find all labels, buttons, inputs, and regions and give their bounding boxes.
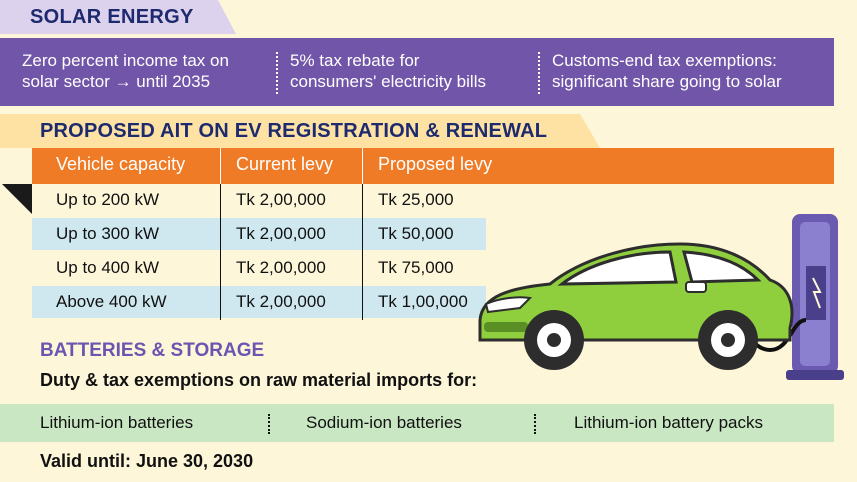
cell-proposed: Tk 50,000 — [378, 224, 454, 243]
divider — [534, 414, 536, 434]
battery-item-lithium-ion-packs: Lithium-ion battery packs — [574, 413, 763, 432]
divider — [268, 414, 270, 434]
cell-current: Tk 2,00,000 — [236, 258, 326, 277]
cell-capacity: Up to 300 kW — [56, 224, 159, 243]
cell-capacity: Up to 200 kW — [56, 190, 159, 209]
cell-current: Tk 2,00,000 — [236, 190, 326, 209]
battery-item-sodium-ion: Sodium-ion batteries — [306, 413, 462, 432]
header-proposed-levy: Proposed levy — [378, 154, 493, 174]
ev-car-illustration — [478, 214, 844, 380]
cell-current: Tk 2,00,000 — [236, 224, 326, 243]
solar-point-customs: Customs-end tax exemptions: significant … — [552, 51, 782, 91]
cell-proposed: Tk 1,00,000 — [378, 292, 468, 311]
battery-item-lithium-ion: Lithium-ion batteries — [40, 413, 194, 432]
cell-current: Tk 2,00,000 — [236, 292, 326, 311]
solar-points-band: Zero percent income tax on solar sector … — [0, 38, 834, 106]
header-current-levy: Current levy — [236, 154, 334, 174]
ait-title: PROPOSED AIT ON EV REGISTRATION & RENEWA… — [40, 120, 548, 142]
header-vehicle-capacity: Vehicle capacity — [56, 154, 186, 174]
table-column-divider — [362, 184, 363, 320]
solar-energy-title: SOLAR ENERGY — [30, 6, 194, 28]
charging-station-icon — [786, 214, 844, 380]
divider — [362, 148, 363, 184]
cell-capacity: Up to 400 kW — [56, 258, 159, 277]
table-row: Up to 400 kW Tk 2,00,000 Tk 75,000 — [32, 252, 486, 284]
divider — [538, 52, 540, 94]
table-row: Up to 300 kW Tk 2,00,000 Tk 50,000 — [32, 218, 486, 250]
cell-proposed: Tk 75,000 — [378, 258, 454, 277]
solar-energy-tab — [0, 0, 236, 34]
batteries-title: BATTERIES & STORAGE — [40, 340, 265, 361]
table-column-divider — [220, 184, 221, 320]
cell-proposed: Tk 25,000 — [378, 190, 454, 209]
divider — [276, 52, 278, 94]
ait-table-header: Vehicle capacity Current levy Proposed l… — [32, 148, 834, 184]
table-row: Above 400 kW Tk 2,00,000 Tk 1,00,000 — [32, 286, 486, 318]
table-corner-fold — [2, 184, 32, 214]
valid-until-text: Valid until: June 30, 2030 — [40, 451, 254, 471]
cell-capacity: Above 400 kW — [56, 292, 167, 311]
table-row: Up to 200 kW Tk 2,00,000 Tk 25,000 — [32, 184, 486, 216]
solar-point-income-tax: Zero percent income tax on solar sector … — [22, 51, 229, 91]
solar-point-tax-rebate: 5% tax rebate for consumers' electricity… — [290, 51, 486, 91]
ait-title-tab — [0, 114, 600, 148]
divider — [220, 148, 221, 184]
batteries-items-band: Lithium-ion batteries Sodium-ion batteri… — [0, 404, 834, 442]
batteries-subtitle: Duty & tax exemptions on raw material im… — [40, 370, 478, 390]
